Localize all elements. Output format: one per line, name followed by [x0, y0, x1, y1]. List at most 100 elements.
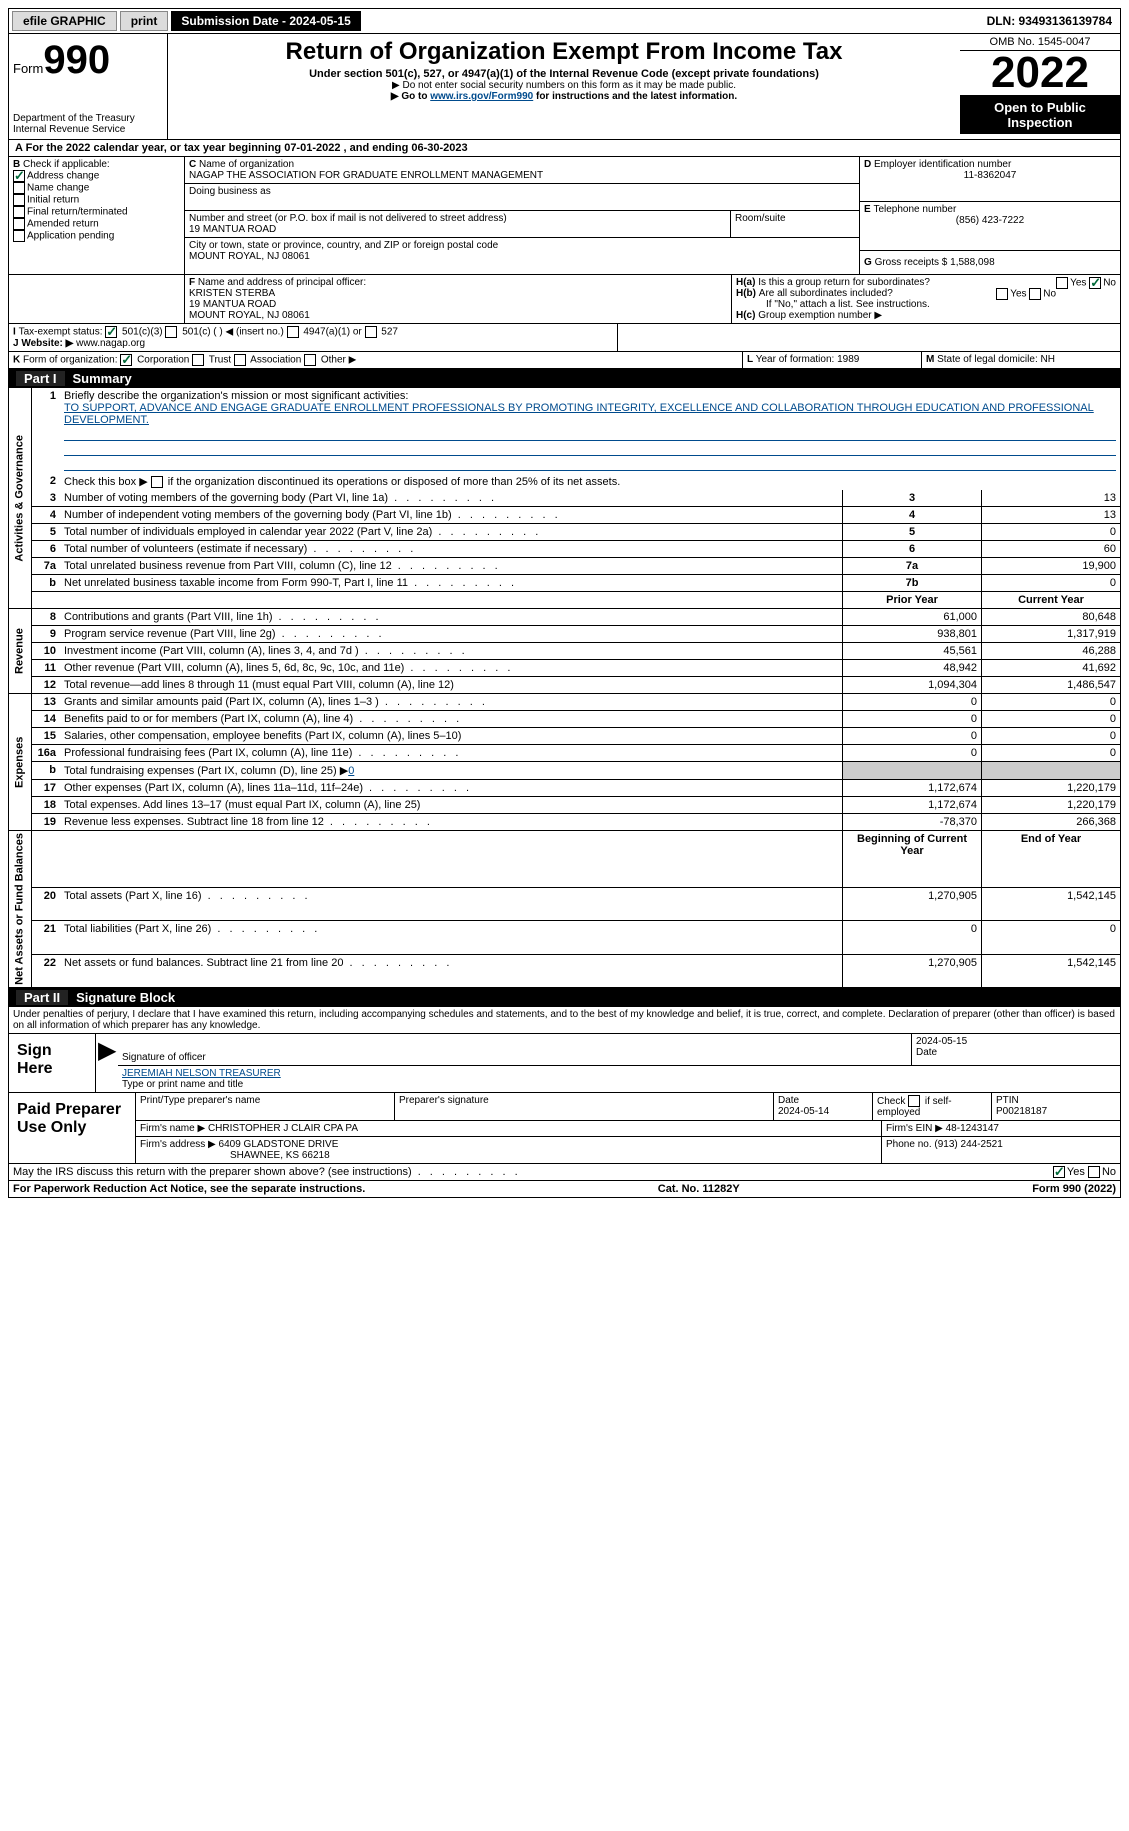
form-sub: Under section 501(c), 527, or 4947(a)(1)…	[174, 68, 954, 80]
efile-btn[interactable]: efile GRAPHIC	[12, 11, 117, 31]
tel-label: Telephone number	[873, 204, 956, 215]
gross-val: 1,588,098	[950, 257, 995, 268]
chk-501c[interactable]	[165, 326, 177, 338]
b-item-1: Name change	[27, 183, 89, 194]
section-klm: K Form of organization: Corporation Trus…	[8, 352, 1121, 369]
m-label: State of legal domicile:	[937, 354, 1038, 365]
hb-yes[interactable]	[996, 288, 1008, 300]
line17-text: Other expenses (Part IX, column (A), lin…	[60, 780, 843, 797]
discuss-no[interactable]	[1088, 1166, 1100, 1178]
footer-left: For Paperwork Reduction Act Notice, see …	[13, 1183, 365, 1195]
open-public: Open to Public Inspection	[960, 96, 1120, 134]
gross-label: Gross receipts $	[875, 257, 948, 268]
section-ij: I Tax-exempt status: 501(c)(3) 501(c) ( …	[8, 324, 1121, 352]
j-label: Website: ▶	[21, 338, 73, 349]
mission-label: Briefly describe the organization's miss…	[64, 390, 408, 402]
sig-officer-label: Signature of officer	[122, 1052, 206, 1063]
chk-amended[interactable]	[13, 218, 25, 230]
ha-no[interactable]	[1089, 277, 1101, 289]
ha-yes[interactable]	[1056, 277, 1068, 289]
line22-c: 1,542,145	[982, 954, 1121, 987]
line7b-val: 0	[982, 575, 1121, 592]
line11-p: 48,942	[843, 660, 982, 677]
section-bcdeg: B Check if applicable: Address change Na…	[8, 157, 1121, 275]
prep-date: 2024-05-14	[778, 1106, 829, 1117]
chk-name-change[interactable]	[13, 182, 25, 194]
tel-val: (856) 423-7222	[864, 215, 1116, 226]
chk-address-change[interactable]	[13, 170, 25, 182]
line20-text: Total assets (Part X, line 16)	[60, 887, 843, 920]
self-employed-label: Check if self-employed	[877, 1096, 952, 1118]
hb-no[interactable]	[1029, 288, 1041, 300]
b-item-4: Amended return	[27, 219, 99, 230]
chk-other[interactable]	[304, 354, 316, 366]
irs-link[interactable]: www.irs.gov/Form990	[430, 91, 533, 102]
arrow-icon: ▶	[96, 1034, 118, 1092]
line22-p: 1,270,905	[843, 954, 982, 987]
print-btn[interactable]: print	[120, 11, 169, 31]
preparer-sig-label: Preparer's signature	[399, 1095, 489, 1106]
line11-c: 41,692	[982, 660, 1121, 677]
line11-text: Other revenue (Part VIII, column (A), li…	[60, 660, 843, 677]
warn2: ▶ Go to www.irs.gov/Form990 for instruct…	[174, 91, 954, 102]
line10-c: 46,288	[982, 643, 1121, 660]
discuss-yes[interactable]	[1053, 1166, 1065, 1178]
dln: DLN: 93493136139784	[987, 14, 1120, 28]
line3-val: 13	[982, 490, 1121, 507]
chk-pending[interactable]	[13, 230, 25, 242]
line18-text: Total expenses. Add lines 13–17 (must eq…	[60, 797, 843, 814]
form-no: 990	[43, 38, 110, 82]
warn2-suffix: for instructions and the latest informat…	[533, 91, 737, 102]
officer-sig-name: JEREMIAH NELSON TREASURER	[122, 1068, 281, 1079]
line20-c: 1,542,145	[982, 887, 1121, 920]
chk-corp[interactable]	[120, 354, 132, 366]
side-netassets: Net Assets or Fund Balances	[9, 831, 32, 988]
chk-self-employed[interactable]	[908, 1095, 920, 1107]
firm-addr2: SHAWNEE, KS 66218	[140, 1150, 330, 1161]
section-c: C Name of organization NAGAP THE ASSOCIA…	[185, 157, 860, 274]
hdr-begin: Beginning of Current Year	[843, 831, 982, 888]
firm-name: CHRISTOPHER J CLAIR CPA PA	[208, 1123, 358, 1134]
ptin-label: PTIN	[996, 1095, 1019, 1106]
hdr-current: Current Year	[982, 592, 1121, 609]
line16a-p: 0	[843, 745, 982, 762]
sig-date: 2024-05-15	[916, 1036, 967, 1047]
chk-final[interactable]	[13, 206, 25, 218]
chk-trust[interactable]	[192, 354, 204, 366]
city-val: MOUNT ROYAL, NJ 08061	[189, 251, 310, 262]
line16b-p-shaded	[843, 762, 982, 780]
line9-p: 938,801	[843, 626, 982, 643]
firm-ein-label: Firm's EIN ▶	[886, 1123, 943, 1134]
line14-p: 0	[843, 711, 982, 728]
line18-c: 1,220,179	[982, 797, 1121, 814]
officer-sig-name-label: Type or print name and title	[122, 1079, 243, 1090]
firm-phone-label: Phone no.	[886, 1139, 932, 1150]
chk-527[interactable]	[365, 326, 377, 338]
section-deg: D Employer identification number 11-8362…	[860, 157, 1120, 274]
chk-501c3[interactable]	[105, 326, 117, 338]
ein-label: Employer identification number	[874, 159, 1011, 170]
b-item-5: Application pending	[27, 231, 114, 242]
i-label: Tax-exempt status:	[19, 327, 103, 338]
line9-text: Program service revenue (Part VIII, line…	[60, 626, 843, 643]
line17-c: 1,220,179	[982, 780, 1121, 797]
line12-c: 1,486,547	[982, 677, 1121, 694]
form-number: Form990	[13, 38, 163, 83]
officer-addr1: 19 MANTUA ROAD	[189, 299, 276, 310]
line12-p: 1,094,304	[843, 677, 982, 694]
room-label: Room/suite	[735, 213, 786, 224]
line4-text: Number of independent voting members of …	[60, 507, 843, 524]
mission-text: TO SUPPORT, ADVANCE AND ENGAGE GRADUATE …	[64, 402, 1094, 426]
l-label: Year of formation:	[756, 354, 835, 365]
chk-initial[interactable]	[13, 194, 25, 206]
m-val: NH	[1041, 354, 1055, 365]
chk-4947[interactable]	[287, 326, 299, 338]
fundraising-val: 0	[348, 765, 354, 777]
part2-num: Part II	[16, 990, 68, 1005]
line10-p: 45,561	[843, 643, 982, 660]
chk-line2[interactable]	[151, 476, 163, 488]
sig-date-label: Date	[916, 1047, 937, 1058]
ein-val: 11-8362047	[864, 170, 1116, 181]
chk-assoc[interactable]	[234, 354, 246, 366]
part2-title: Signature Block	[76, 990, 175, 1005]
